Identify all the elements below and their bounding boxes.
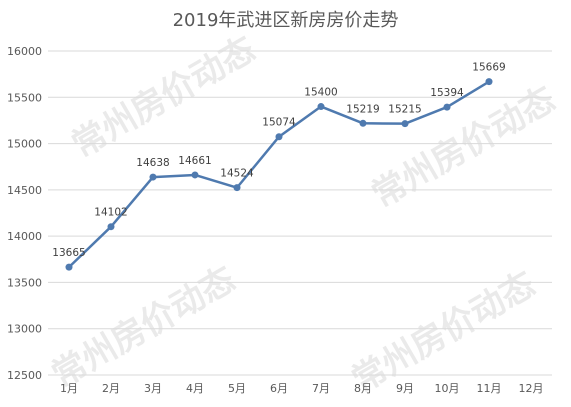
data-point [191,171,199,179]
data-point [149,173,157,181]
y-tick-label: 13000 [7,323,42,336]
data-point [443,103,451,111]
y-tick-label: 12500 [7,369,42,382]
y-tick-label: 15500 [7,91,42,104]
data-label: 15394 [430,87,464,99]
x-tick-label: 5月 [228,382,246,395]
y-tick-label: 13500 [7,276,42,289]
data-label: 14661 [178,155,211,167]
data-point [401,120,409,128]
x-tick-label: 3月 [144,382,162,395]
x-tick-label: 8月 [354,382,372,395]
y-tick-label: 14000 [7,230,42,243]
data-label: 15400 [304,87,337,99]
chart-title: 2019年武进区新房房价走势 [172,10,399,31]
data-point [485,78,493,86]
data-label: 13665 [52,247,85,259]
x-tick-label: 9月 [396,382,414,395]
x-tick-label: 1月 [60,382,78,395]
x-tick-label: 10月 [435,382,460,395]
data-point [317,103,325,111]
x-tick-label: 7月 [312,382,330,395]
data-label: 15219 [346,103,379,115]
x-tick-label: 2月 [102,382,120,395]
data-label: 15074 [262,117,296,129]
data-label: 14524 [220,168,254,180]
data-label: 15215 [388,104,421,116]
series-line [68,80,490,269]
x-tick-label: 12月 [519,382,544,395]
x-tick-label: 4月 [186,382,204,395]
x-tick-label: 6月 [270,382,288,395]
y-tick-label: 15000 [7,138,42,151]
y-tick-label: 16000 [7,45,42,58]
x-tick-label: 11月 [477,382,502,395]
y-tick-label: 14500 [7,184,42,197]
data-label: 14638 [136,157,169,169]
data-point [233,184,241,192]
data-label: 15669 [472,62,505,74]
data-point [275,133,283,141]
data-point [359,119,367,127]
data-point [107,223,115,231]
data-label: 14102 [94,207,127,219]
data-point [65,263,73,271]
